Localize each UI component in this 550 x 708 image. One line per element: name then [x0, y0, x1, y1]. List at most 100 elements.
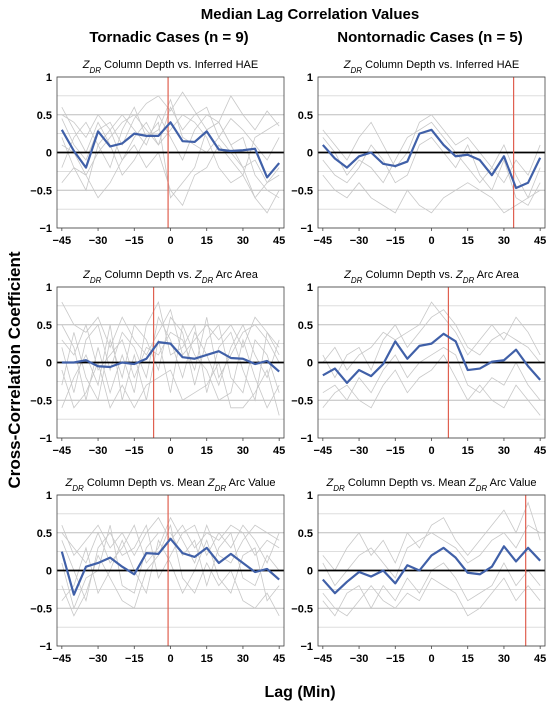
- y-tick-label: −1: [39, 641, 52, 653]
- case-series-line: [322, 309, 541, 379]
- case-series-line: [61, 361, 280, 416]
- panel-title-part: Arc Value: [487, 477, 536, 489]
- x-tick-label: 0: [428, 235, 434, 247]
- y-tick-label: −0.5: [30, 185, 52, 197]
- median-series-line: [322, 128, 542, 190]
- x-tick-label: −45: [52, 445, 71, 457]
- panel-title-part: DR: [90, 66, 102, 75]
- chart-panel-1: ZDR Column Depth vs. Inferred HAE −1 −0.5 0…: [30, 59, 285, 247]
- panel-title-part: DR: [202, 276, 214, 285]
- x-tick-label: 45: [534, 235, 546, 247]
- x-tick-label: −30: [350, 445, 369, 457]
- panel-title: ZDR Column Depth vs. ZDR Arc Area: [343, 269, 520, 285]
- y-tick-label: −1: [300, 641, 313, 653]
- panel-title-part: Column Depth vs.: [362, 269, 456, 281]
- y-tick-label: −1: [39, 223, 52, 235]
- panel-title-part: Z: [64, 477, 73, 489]
- x-tick-label: −45: [313, 653, 332, 665]
- y-tick-label: 0.5: [298, 528, 313, 540]
- case-series-line: [61, 516, 280, 557]
- case-series-line: [61, 524, 280, 603]
- x-tick-label: −15: [386, 445, 405, 457]
- median-series-line: [61, 341, 280, 373]
- x-tick-label: 30: [498, 445, 510, 457]
- panel-title-part: DR: [351, 66, 363, 75]
- panel-title-part: DR: [333, 484, 345, 493]
- chart-panel-2: ZDR Column Depth vs. Inferred HAE −1 −0.5 0…: [291, 59, 546, 247]
- y-tick-label: 0: [307, 358, 313, 370]
- panel-title-part: DR: [72, 484, 84, 493]
- y-tick-label: 1: [307, 490, 313, 502]
- panel-title-part: Z: [82, 59, 91, 71]
- chart-panel-6: ZDR Column Depth vs. Mean ZDR Arc Value−…: [291, 477, 546, 665]
- y-tick-label: 0: [307, 566, 313, 578]
- case-series-line: [61, 523, 280, 617]
- x-tick-label: −30: [350, 653, 369, 665]
- case-series-line: [61, 539, 280, 602]
- panel-title-part: Z: [207, 477, 216, 489]
- case-series-line: [61, 91, 280, 161]
- column-title-nontornadic: Nontornadic Cases (n = 5): [337, 29, 522, 46]
- case-series-line: [322, 136, 541, 206]
- panel-title: ZDR Column Depth vs. Inferred HAE: [343, 59, 519, 75]
- y-tick-label: −1: [300, 223, 313, 235]
- column-title-tornadic: Tornadic Cases (n = 9): [89, 29, 248, 46]
- case-series-line: [322, 346, 541, 401]
- median-series-line: [60, 537, 280, 596]
- case-series-line: [322, 174, 541, 214]
- panel-title-part: Z: [343, 59, 352, 71]
- x-tick-label: −15: [386, 235, 405, 247]
- y-tick-label: 1: [307, 72, 313, 84]
- panel-title: ZDR Column Depth vs. ZDR Arc Area: [82, 269, 259, 285]
- panel-title: ZDR Column Depth vs. Mean ZDR Arc Value: [64, 477, 275, 493]
- y-tick-label: −0.5: [291, 185, 313, 197]
- case-series-line: [61, 317, 280, 379]
- panel-title-part: DR: [463, 276, 475, 285]
- x-tick-label: −45: [52, 235, 71, 247]
- x-tick-label: 15: [462, 235, 474, 247]
- panel-title-part: DR: [90, 276, 102, 285]
- y-tick-label: 1: [46, 282, 52, 294]
- x-tick-label: −45: [52, 653, 71, 665]
- chart-panel-5: ZDR Column Depth vs. Mean ZDR Arc Value −…: [30, 477, 285, 665]
- panel-title-part: Column Depth vs.: [101, 269, 195, 281]
- x-tick-label: 30: [498, 235, 510, 247]
- y-tick-label: −0.5: [30, 395, 52, 407]
- y-tick-label: 0: [307, 148, 313, 160]
- y-tick-label: −0.5: [291, 395, 313, 407]
- panel-title-part: Z: [325, 477, 334, 489]
- x-tick-label: 45: [273, 653, 285, 665]
- chart-panel-3: ZDR Column Depth vs. ZDR Arc Area−1−0.50…: [30, 269, 285, 457]
- x-tick-label: 0: [167, 653, 173, 665]
- case-series-line: [61, 323, 280, 409]
- y-tick-label: 1: [46, 72, 52, 84]
- x-tick-label: 15: [201, 653, 213, 665]
- panel-title: ZDR Column Depth vs. Inferred HAE: [82, 59, 258, 75]
- x-tick-label: −15: [125, 445, 144, 457]
- median-series-line: [322, 332, 541, 384]
- x-tick-label: 0: [428, 445, 434, 457]
- case-series-line: [61, 113, 280, 199]
- x-tick-label: 15: [201, 235, 213, 247]
- x-tick-label: 30: [237, 445, 249, 457]
- panel-title-part: DR: [476, 484, 488, 493]
- y-tick-label: 0.5: [37, 110, 52, 122]
- case-series-line: [322, 501, 541, 572]
- x-tick-label: 30: [237, 653, 249, 665]
- panel-title-part: Arc Area: [474, 269, 520, 281]
- y-tick-label: 0.5: [298, 320, 313, 332]
- case-series-line: [322, 121, 541, 199]
- panel-title-part: Z: [343, 269, 352, 281]
- median-series-line: [322, 545, 541, 595]
- panel-title-part: DR: [215, 484, 227, 493]
- panel-title-part: Column Depth vs. Inferred HAE: [101, 59, 258, 71]
- x-tick-label: −30: [89, 653, 108, 665]
- y-tick-label: 0: [46, 148, 52, 160]
- x-axis-label: Lag (Min): [264, 684, 335, 701]
- case-series-line: [322, 577, 541, 617]
- panel-title-part: Arc Area: [213, 269, 259, 281]
- x-tick-label: −45: [313, 235, 332, 247]
- case-series-line: [322, 301, 541, 371]
- x-tick-label: 0: [167, 445, 173, 457]
